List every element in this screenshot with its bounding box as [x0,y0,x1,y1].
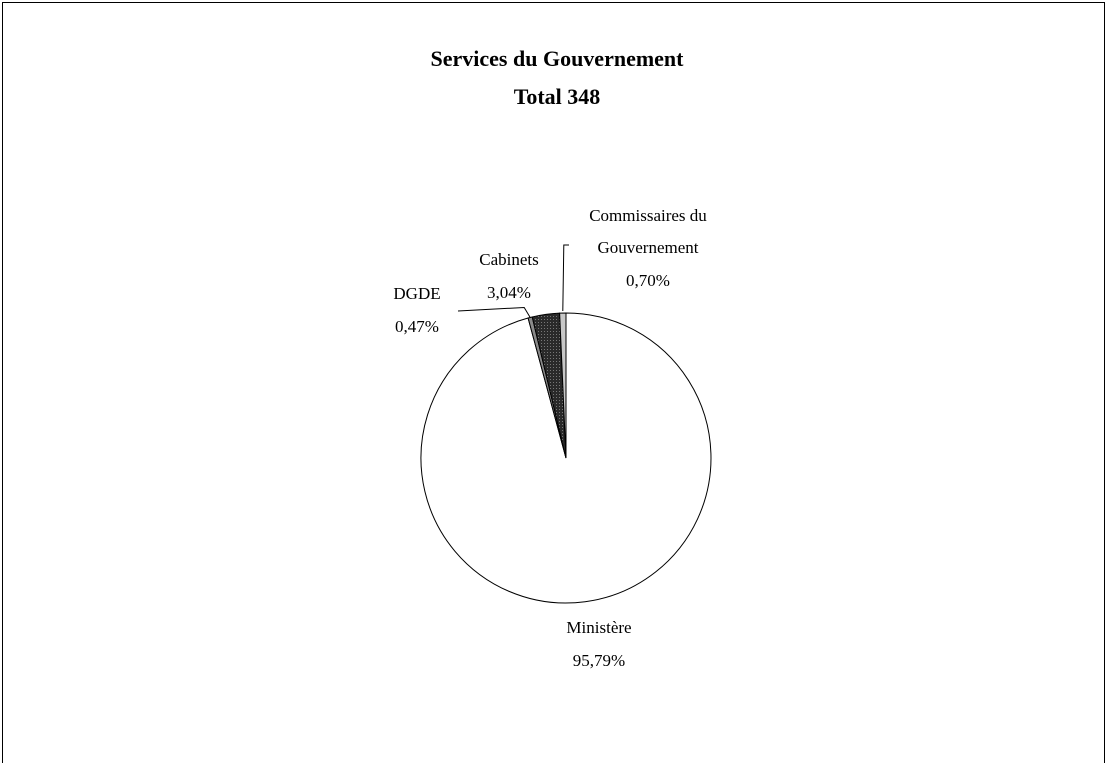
leader-line-commissaires [562,244,569,312]
slice-label-commissaires-name-line2: Gouvernement [597,238,698,257]
slice-label-dgde-name: DGDE [393,284,440,303]
leader-lines [457,244,569,318]
slice-label-commissaires-name-line1: Commissaires du [589,206,707,225]
pie-chart: Services du Gouvernement Total 348 Minis… [393,46,712,670]
slice-label-cabinets-value: 3,04% [487,283,531,302]
chart-title: Services du Gouvernement [431,46,685,71]
slice-label-commissaires-value: 0,70% [626,271,670,290]
slice-label-cabinets-name: Cabinets [479,250,539,269]
pie-slice-commissaires [559,312,567,459]
leader-line-dgde [457,306,531,318]
slice-label-ministere-value: 95,79% [573,651,625,670]
pie-slices [420,312,712,604]
slice-label-dgde-value: 0,47% [395,317,439,336]
chart-subtitle: Total 348 [514,84,601,109]
slice-label-ministere-name: Ministère [566,618,631,637]
